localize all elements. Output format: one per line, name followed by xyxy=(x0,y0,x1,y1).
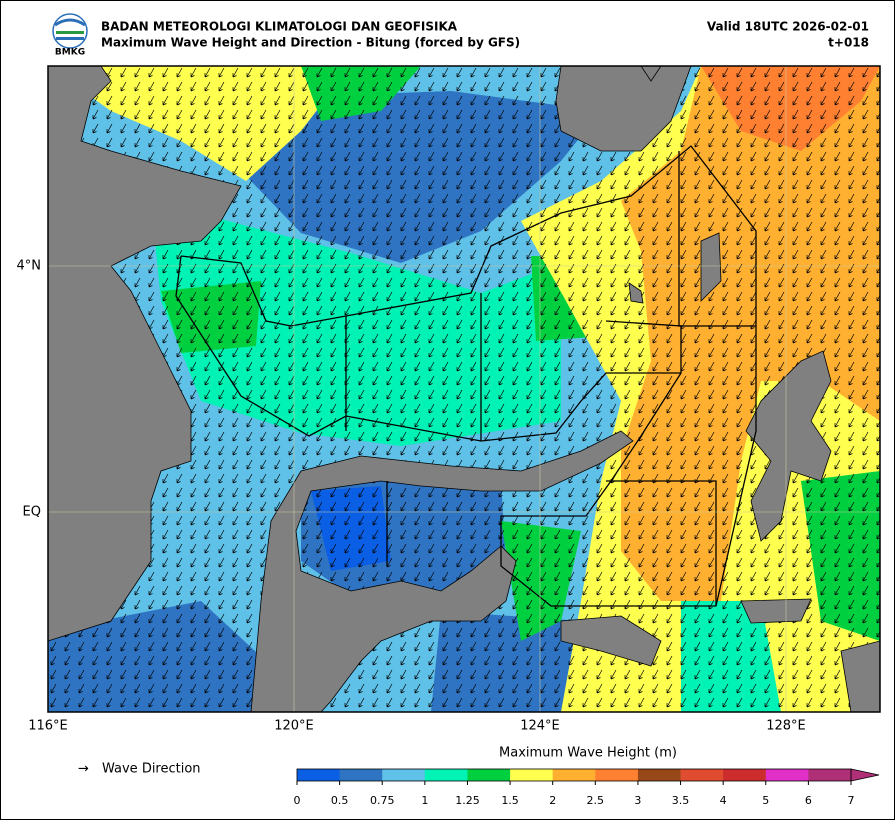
colorbar-segment xyxy=(765,769,809,781)
colorbar-tick-label: 0.5 xyxy=(331,794,349,807)
colorbar-tick-label: 0 xyxy=(294,794,301,807)
colorbar-segment xyxy=(297,769,341,781)
colorbar-segment xyxy=(808,769,852,781)
colorbar-segment xyxy=(723,769,767,781)
colorbar-extend xyxy=(850,768,880,782)
legend-arrow: → xyxy=(78,762,89,777)
colorbar-tick-label: 3.5 xyxy=(672,794,690,807)
lat-label: 4°N xyxy=(17,259,42,274)
lat-label: EQ xyxy=(23,505,41,520)
title: Maximum Wave Height and Direction - Bitu… xyxy=(101,36,520,50)
logo: BMKG xyxy=(52,13,88,58)
agency: BADAN METEOROLOGI KLIMATOLOGI DAN GEOFIS… xyxy=(101,20,458,34)
colorbar-tick-label: 2 xyxy=(549,794,556,807)
lon-label: 116°E xyxy=(28,719,68,734)
colorbar-segment xyxy=(382,769,426,781)
lead-time: t+018 xyxy=(828,36,869,50)
map xyxy=(48,66,880,712)
colorbar-frame xyxy=(296,768,852,782)
logo-text: BMKG xyxy=(55,48,85,58)
colorbar-segment xyxy=(595,769,639,781)
colorbar-segment xyxy=(424,769,468,781)
colorbar-segment xyxy=(467,769,511,781)
colorbar-title: Maximum Wave Height (m) xyxy=(499,746,677,761)
colorbar-tick-label: 7 xyxy=(848,794,855,807)
land xyxy=(48,66,880,712)
colorbar-segment xyxy=(637,769,682,781)
colorbar-tick-label: 3 xyxy=(634,794,641,807)
zone-boundaries xyxy=(175,145,757,607)
legend-label: Wave Direction xyxy=(102,762,201,777)
colorbar-tick-label: 1.25 xyxy=(455,794,480,807)
colorbar-tick-label: 2.5 xyxy=(587,794,605,807)
valid-time: Valid 18UTC 2026-02-01 xyxy=(707,20,869,34)
lon-label: 128°E xyxy=(766,719,806,734)
colorbar-segment xyxy=(680,769,724,781)
colorbar-segment xyxy=(510,769,554,781)
colorbar-tick-label: 6 xyxy=(805,794,812,807)
graticule xyxy=(48,66,880,712)
colorbar-tick-label: 1 xyxy=(421,794,428,807)
colorbar-segment xyxy=(339,769,383,781)
colorbar-tick-label: 4 xyxy=(720,794,727,807)
colorbar-tick-label: 0.75 xyxy=(370,794,395,807)
colorbar-segment xyxy=(552,769,596,781)
colorbar-tick-label: 5 xyxy=(762,794,769,807)
colorbar: 0 0.5 0.75 1 1.25 1.5 2 2.5 3 3.5 4 5 6 7 xyxy=(294,768,880,807)
lon-label: 120°E xyxy=(274,719,314,734)
colorbar-tick-label: 1.5 xyxy=(501,794,519,807)
lon-label: 124°E xyxy=(520,719,560,734)
map-frame xyxy=(47,65,881,713)
